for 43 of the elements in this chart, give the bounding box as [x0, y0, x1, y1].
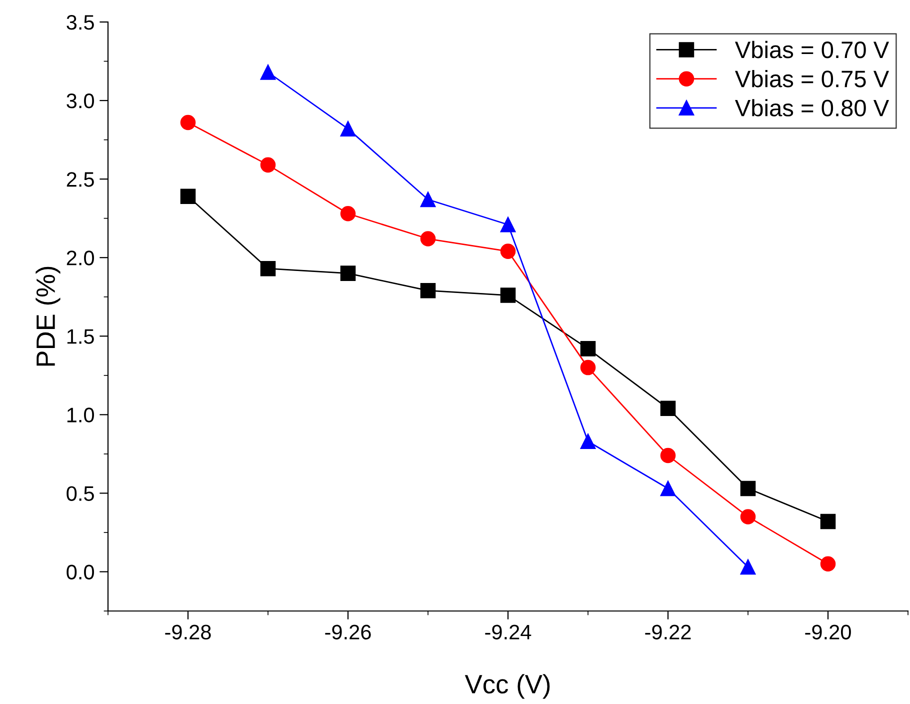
- point: [820, 514, 836, 530]
- point: [580, 360, 596, 376]
- y-tick-label: 1.0: [67, 408, 94, 422]
- point: [660, 448, 676, 464]
- point: [420, 231, 436, 246]
- y-axis-title: PDE (%): [36, 266, 60, 366]
- point: [180, 188, 196, 204]
- point: [660, 400, 676, 416]
- x-axis-title: Vcc (V): [464, 674, 550, 699]
- legend-label: Vbias = 0.75 V: [734, 70, 890, 88]
- point: [420, 192, 436, 208]
- point: [180, 114, 196, 130]
- point: [660, 480, 676, 496]
- point: [740, 559, 756, 575]
- point: [340, 206, 356, 222]
- point: [340, 266, 356, 281]
- point: [420, 282, 436, 298]
- x-tick-label: -9.20: [805, 624, 851, 640]
- y-tick-label: 0.0: [66, 564, 94, 580]
- point: [820, 556, 836, 572]
- x-tick-label: -9.22: [645, 624, 691, 640]
- x-tick-label: -9.28: [165, 624, 211, 640]
- y-tick-label: 2.5: [66, 172, 94, 187]
- y-tick-label: 3.5: [66, 15, 94, 30]
- point: [740, 480, 756, 496]
- legend-label: Vbias = 0.70 V: [734, 40, 890, 58]
- point: [260, 64, 276, 80]
- point: [500, 216, 516, 232]
- y-tick-label: 1.5: [67, 329, 94, 344]
- legend-label: Vbias = 0.80 V: [734, 99, 890, 116]
- y-tick-label: 0.5: [66, 486, 94, 501]
- y-tick-label: 3.0: [66, 94, 94, 108]
- y-tick-label: 2.0: [66, 250, 94, 266]
- point: [500, 288, 516, 303]
- point: [500, 244, 516, 259]
- point: [340, 121, 356, 136]
- point: [740, 509, 756, 524]
- point: [580, 434, 596, 450]
- point: [580, 341, 596, 356]
- x-tick-label: -9.24: [485, 624, 532, 640]
- point: [260, 260, 276, 276]
- point: [260, 157, 276, 173]
- x-tick-label: -9.26: [325, 624, 371, 640]
